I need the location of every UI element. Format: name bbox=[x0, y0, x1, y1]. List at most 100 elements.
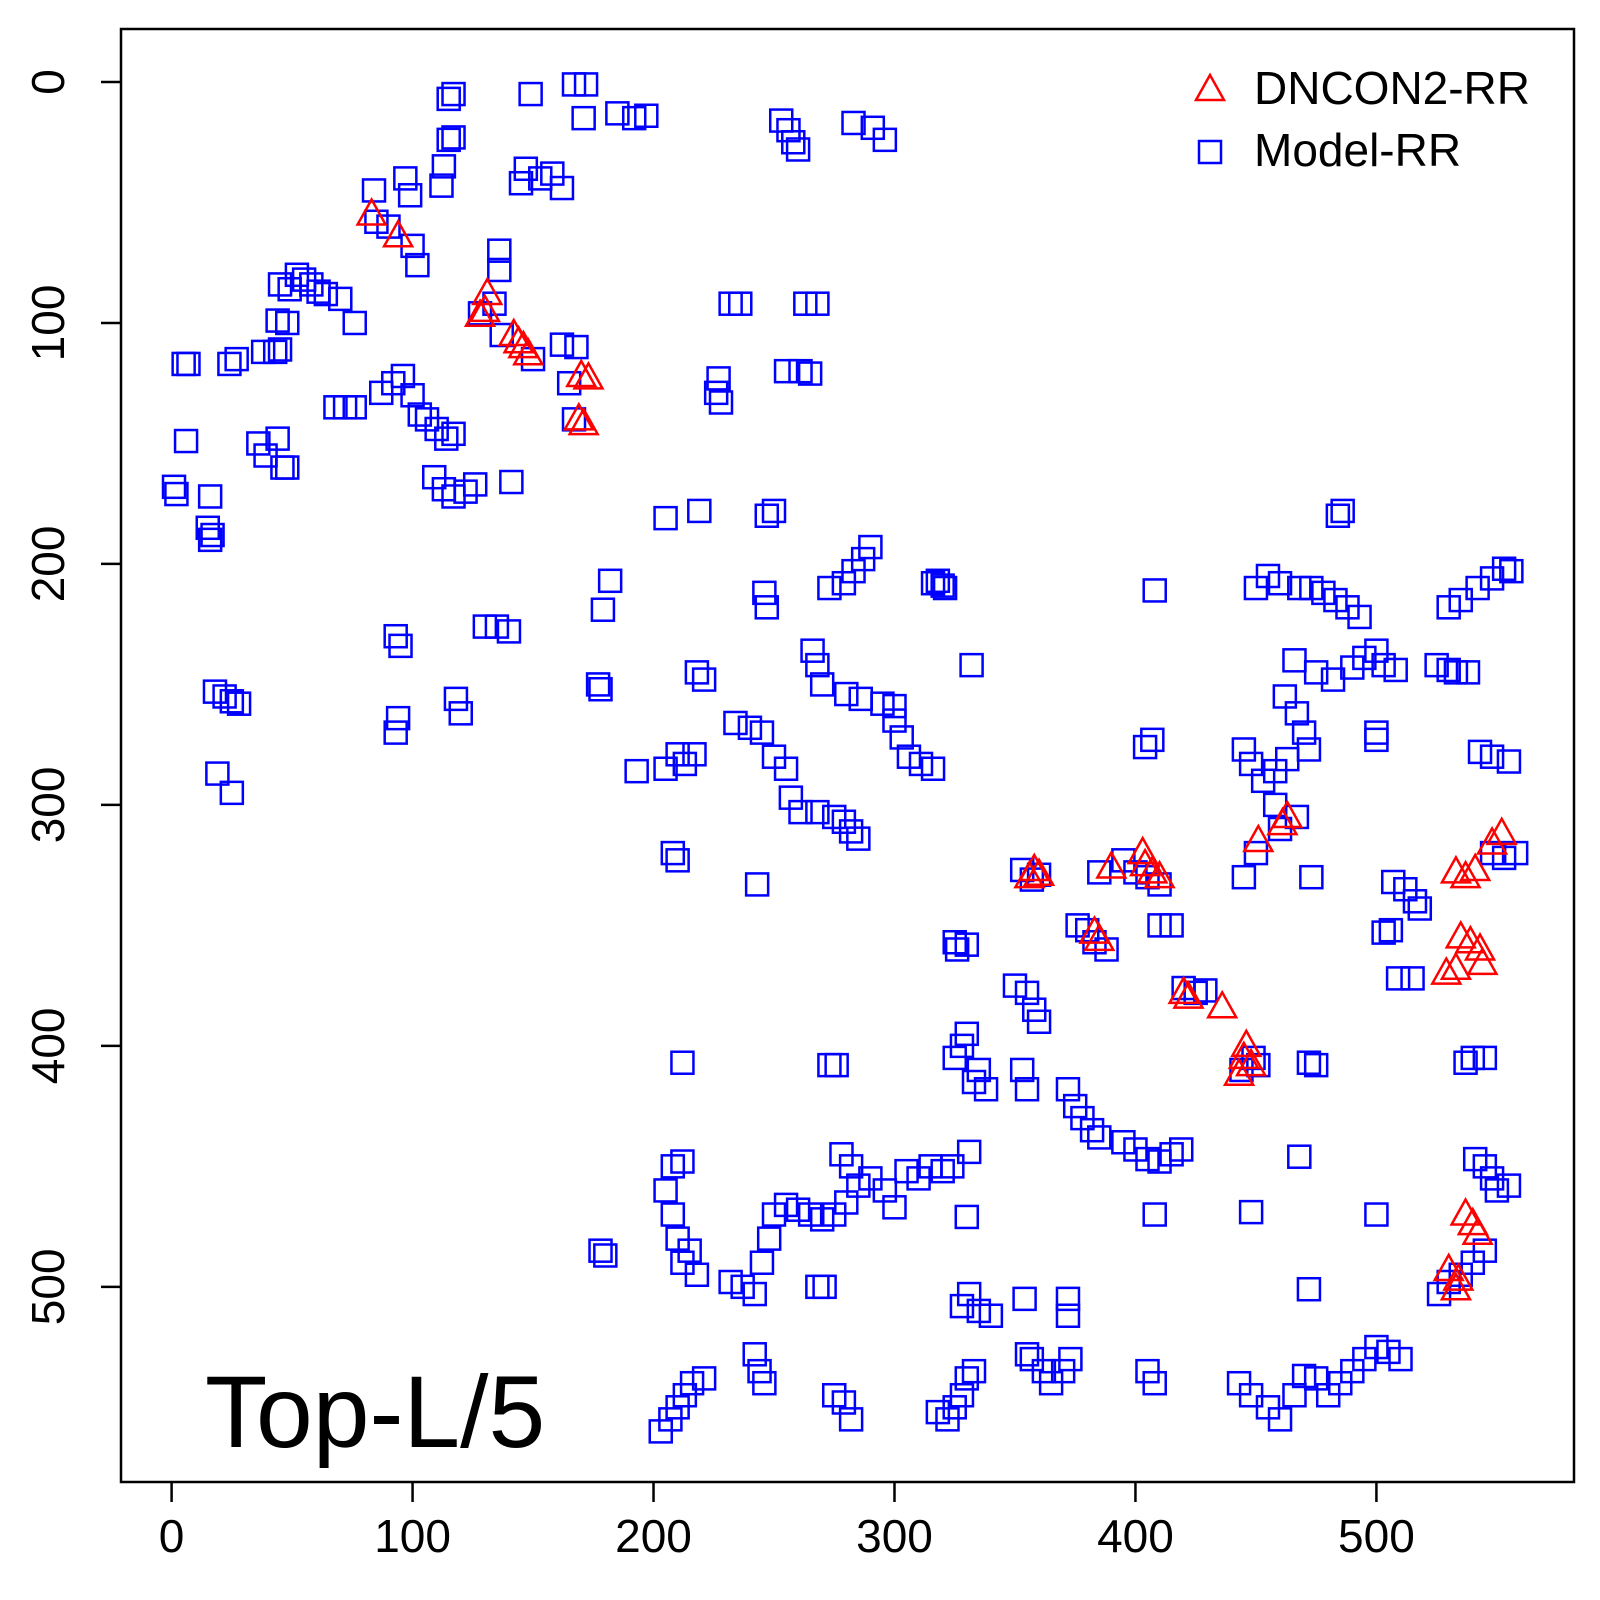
point bbox=[518, 81, 543, 107]
point bbox=[277, 276, 302, 302]
point bbox=[752, 1370, 777, 1396]
point bbox=[443, 686, 469, 712]
point bbox=[161, 474, 187, 500]
point bbox=[660, 1202, 686, 1227]
point bbox=[1282, 1383, 1307, 1408]
point bbox=[846, 826, 871, 851]
point bbox=[660, 840, 686, 866]
point bbox=[781, 130, 806, 155]
point bbox=[405, 252, 430, 278]
point bbox=[1455, 660, 1481, 685]
point bbox=[383, 720, 408, 745]
point bbox=[487, 238, 512, 263]
point bbox=[1442, 1262, 1475, 1291]
point bbox=[1291, 720, 1317, 745]
point bbox=[670, 1149, 695, 1174]
point bbox=[872, 1178, 898, 1203]
point bbox=[1430, 956, 1463, 985]
point bbox=[471, 276, 504, 306]
point bbox=[414, 407, 440, 432]
point bbox=[572, 360, 605, 390]
point bbox=[1371, 920, 1396, 945]
point bbox=[752, 580, 777, 606]
x-tick-label: 100 bbox=[374, 1510, 451, 1562]
point bbox=[1142, 578, 1167, 603]
point bbox=[585, 672, 611, 697]
point bbox=[219, 780, 245, 806]
point bbox=[1496, 1173, 1522, 1198]
point bbox=[1222, 1057, 1256, 1087]
point bbox=[1461, 1216, 1494, 1246]
point bbox=[944, 937, 970, 962]
point bbox=[463, 298, 497, 327]
point bbox=[1014, 1076, 1040, 1102]
point bbox=[812, 1274, 837, 1300]
point bbox=[597, 568, 623, 594]
point bbox=[275, 455, 300, 480]
point bbox=[265, 426, 290, 451]
point bbox=[1303, 660, 1329, 685]
point bbox=[1479, 566, 1505, 591]
point bbox=[682, 742, 707, 767]
point bbox=[590, 597, 616, 622]
point bbox=[728, 291, 753, 316]
point bbox=[1140, 727, 1165, 753]
point bbox=[838, 1407, 864, 1432]
x-tick-label: 0 bbox=[159, 1510, 185, 1562]
point bbox=[672, 751, 698, 777]
point bbox=[429, 173, 454, 198]
point bbox=[299, 272, 324, 297]
point bbox=[313, 281, 339, 307]
point bbox=[817, 575, 842, 601]
point bbox=[205, 761, 230, 786]
point bbox=[773, 756, 799, 782]
x-tick-label: 300 bbox=[856, 1510, 933, 1562]
point bbox=[687, 498, 712, 524]
point bbox=[838, 819, 864, 844]
point bbox=[768, 108, 794, 133]
point bbox=[1439, 854, 1473, 884]
point bbox=[1055, 1076, 1081, 1102]
point bbox=[1126, 835, 1159, 865]
point bbox=[164, 481, 189, 507]
point bbox=[1231, 864, 1257, 890]
point bbox=[342, 310, 367, 336]
point bbox=[1065, 913, 1090, 938]
point bbox=[653, 756, 678, 782]
point bbox=[1449, 859, 1482, 889]
point bbox=[742, 1342, 767, 1367]
point bbox=[653, 505, 678, 531]
point bbox=[1206, 989, 1239, 1019]
point bbox=[499, 469, 524, 495]
point bbox=[224, 346, 249, 372]
point bbox=[441, 421, 466, 447]
point bbox=[882, 708, 907, 733]
point bbox=[1378, 917, 1404, 943]
x-tick-label: 500 bbox=[1338, 1510, 1415, 1562]
point bbox=[212, 684, 237, 709]
point bbox=[788, 358, 813, 384]
point bbox=[361, 178, 387, 203]
point bbox=[684, 1262, 710, 1288]
point bbox=[1168, 1137, 1194, 1162]
point bbox=[805, 799, 830, 825]
point bbox=[1485, 816, 1518, 846]
point bbox=[176, 351, 201, 377]
point bbox=[761, 498, 787, 524]
point bbox=[754, 503, 780, 528]
point bbox=[848, 686, 874, 712]
point bbox=[1026, 1009, 1052, 1035]
point bbox=[1282, 648, 1307, 673]
point bbox=[684, 660, 710, 685]
point bbox=[1325, 503, 1351, 528]
point bbox=[593, 1243, 618, 1268]
point bbox=[1296, 1050, 1322, 1075]
point bbox=[872, 127, 898, 153]
point bbox=[882, 693, 907, 719]
point bbox=[202, 679, 228, 704]
point bbox=[502, 324, 535, 354]
point bbox=[754, 595, 780, 620]
point bbox=[328, 286, 353, 312]
point bbox=[624, 758, 649, 784]
point bbox=[677, 1238, 702, 1263]
